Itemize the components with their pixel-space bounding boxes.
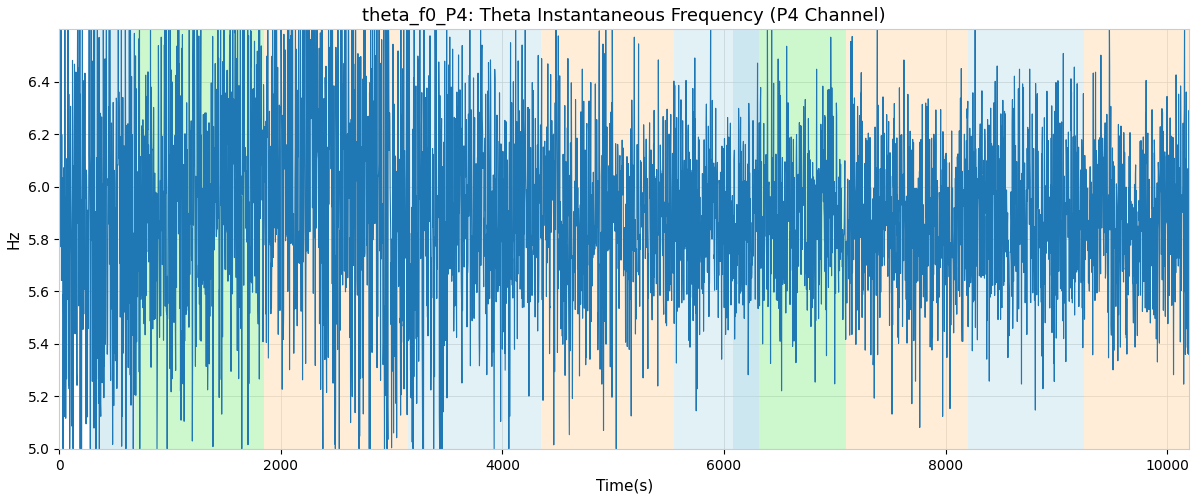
Bar bbox=[91, 30, 136, 449]
Bar bbox=[846, 30, 967, 449]
Y-axis label: Hz: Hz bbox=[7, 230, 22, 249]
Bar bbox=[760, 30, 846, 449]
Bar bbox=[408, 30, 541, 449]
Bar bbox=[674, 30, 733, 449]
Bar bbox=[733, 30, 760, 449]
Bar bbox=[967, 30, 1084, 449]
Bar bbox=[136, 30, 264, 449]
Bar bbox=[541, 30, 674, 449]
Bar bbox=[1084, 30, 1189, 449]
X-axis label: Time(s): Time(s) bbox=[595, 478, 653, 493]
Title: theta_f0_P4: Theta Instantaneous Frequency (P4 Channel): theta_f0_P4: Theta Instantaneous Frequen… bbox=[362, 7, 886, 25]
Bar bbox=[264, 30, 408, 449]
